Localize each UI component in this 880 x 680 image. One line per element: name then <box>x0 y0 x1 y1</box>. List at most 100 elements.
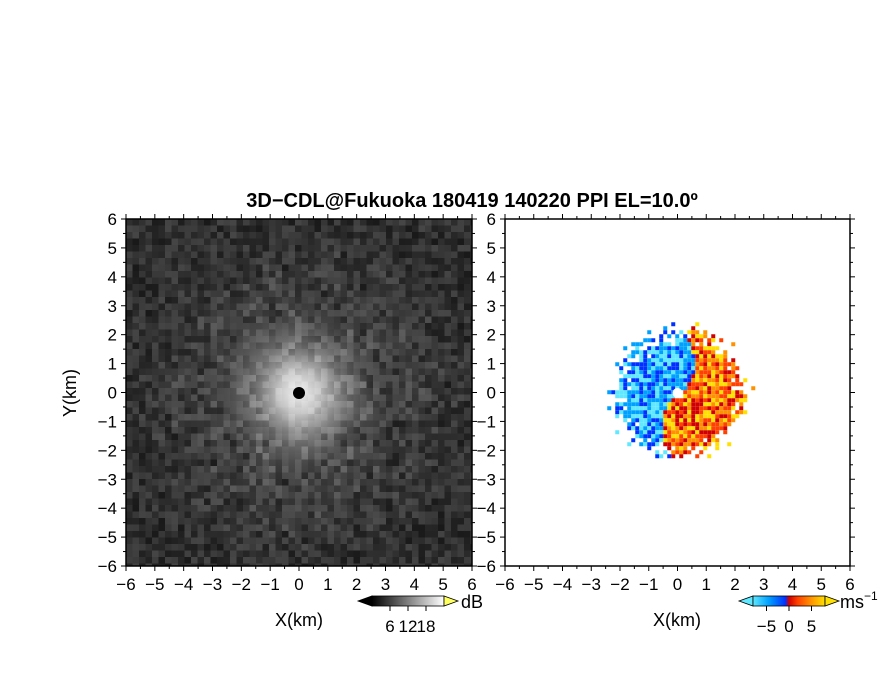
intensity-cell <box>373 264 380 272</box>
velocity-cell <box>715 370 720 375</box>
intensity-cell <box>139 505 146 512</box>
intensity-cell <box>197 277 205 285</box>
intensity-cell <box>145 420 153 428</box>
velocity-cell <box>699 374 704 379</box>
intensity-cell <box>347 524 354 532</box>
velocity-cell <box>667 354 672 359</box>
intensity-cell <box>197 232 205 239</box>
intensity-cell <box>347 544 354 551</box>
intensity-cell <box>178 518 185 525</box>
intensity-cell <box>334 518 341 525</box>
velocity-cell <box>667 426 672 431</box>
intensity-cell <box>178 238 185 246</box>
intensity-cell <box>204 544 211 551</box>
velocity-cell <box>707 434 712 439</box>
velocity-cell <box>631 378 636 383</box>
intensity-cell <box>431 310 439 317</box>
velocity-cell <box>699 354 704 359</box>
intensity-cell <box>158 498 166 506</box>
intensity-cell <box>126 511 133 519</box>
intensity-cell <box>444 440 452 447</box>
intensity-cell <box>158 277 166 285</box>
intensity-cell <box>373 271 380 278</box>
velocity-cell <box>691 346 696 351</box>
velocity-colorbar-bar <box>752 595 826 607</box>
intensity-cell <box>308 557 315 564</box>
intensity-cell <box>204 472 211 480</box>
intensity-cell <box>132 557 140 564</box>
intensity-cell <box>392 284 400 291</box>
intensity-cell <box>360 492 367 499</box>
velocity-cell <box>667 398 672 403</box>
intensity-cell <box>204 238 211 246</box>
velocity-cell <box>723 414 728 419</box>
velocity-cell <box>727 406 732 411</box>
intensity-cell <box>132 388 140 395</box>
intensity-cell <box>340 219 348 226</box>
intensity-cell <box>366 290 374 298</box>
intensity-cell <box>145 219 153 226</box>
velocity-colorbar-unit: ms−1 <box>840 589 878 612</box>
velocity-cell <box>683 342 688 347</box>
velocity-cell <box>735 390 740 395</box>
velocity-cell <box>663 354 668 359</box>
velocity-cell <box>687 386 692 391</box>
intensity-cell <box>314 264 322 272</box>
intensity-cell <box>152 453 159 460</box>
intensity-cell <box>262 563 270 566</box>
velocity-cell <box>691 338 696 343</box>
intensity-cell <box>139 466 146 473</box>
velocity-cell <box>675 350 680 355</box>
intensity-cell <box>191 492 198 499</box>
intensity-cell <box>171 245 179 252</box>
velocity-cell <box>683 370 688 375</box>
intensity-cell <box>158 537 166 545</box>
intensity-cell <box>126 219 133 226</box>
velocity-cell <box>699 442 704 447</box>
intensity-cell <box>126 245 133 252</box>
intensity-cell <box>262 550 270 558</box>
intensity-cell <box>223 492 231 499</box>
intensity-cell <box>139 362 146 369</box>
y-tick-label: −4 <box>98 499 117 518</box>
intensity-cell <box>262 271 270 278</box>
velocity-cell <box>695 442 700 447</box>
velocity-cell <box>659 406 664 411</box>
intensity-cell <box>288 225 296 233</box>
intensity-cell <box>243 557 250 564</box>
velocity-cell <box>679 426 684 431</box>
intensity-cell <box>275 511 283 519</box>
velocity-cell <box>647 350 652 355</box>
intensity-cell <box>405 550 413 558</box>
intensity-cell <box>379 271 387 278</box>
velocity-cell <box>611 390 616 395</box>
intensity-cell <box>308 251 315 259</box>
intensity-cell <box>412 323 419 330</box>
intensity-cell <box>126 310 133 317</box>
intensity-cell <box>295 524 302 532</box>
velocity-cell <box>711 390 716 395</box>
velocity-cell <box>635 342 640 347</box>
velocity-cell <box>683 426 688 431</box>
intensity-cell <box>418 537 426 545</box>
intensity-cell <box>347 264 354 272</box>
intensity-cell <box>243 511 250 519</box>
velocity-cell <box>663 422 668 427</box>
intensity-cell <box>412 336 419 343</box>
intensity-cell <box>126 355 133 363</box>
intensity-cell <box>184 544 192 551</box>
velocity-cell <box>671 442 676 447</box>
velocity-cell <box>627 406 632 411</box>
velocity-center-gap <box>672 388 683 398</box>
intensity-cell <box>184 284 192 291</box>
intensity-cell <box>210 557 218 564</box>
velocity-cell <box>695 434 700 439</box>
velocity-cell <box>699 382 704 387</box>
x-tick-label: 6 <box>467 575 476 594</box>
velocity-cell <box>663 350 668 355</box>
intensity-cell <box>392 225 400 233</box>
intensity-cell <box>295 518 302 525</box>
intensity-cell <box>353 219 361 226</box>
velocity-cell <box>651 426 656 431</box>
intensity-cell <box>340 258 348 265</box>
